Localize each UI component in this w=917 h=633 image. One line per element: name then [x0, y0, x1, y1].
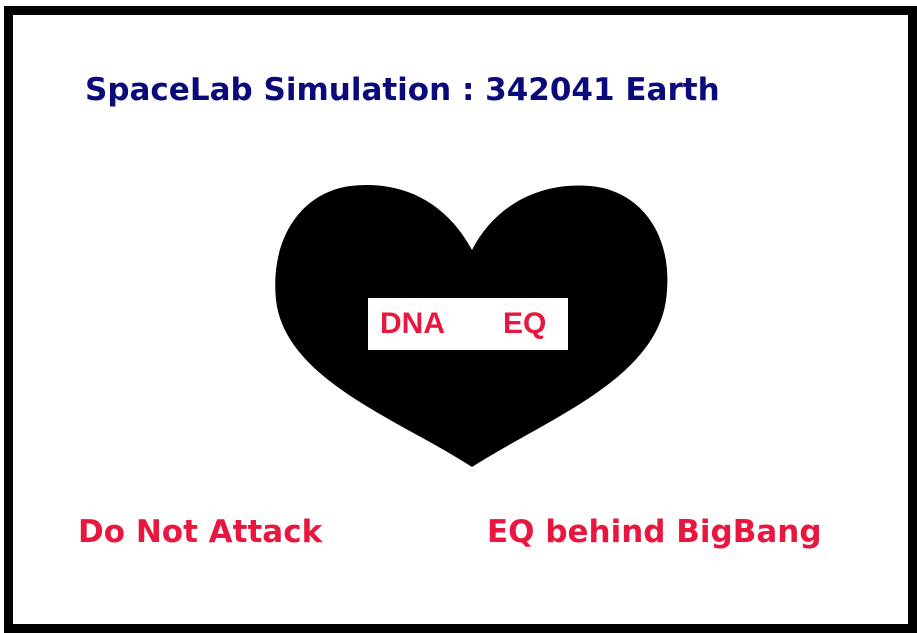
- heart-label: EQ: [503, 307, 547, 340]
- footer-text: Do Not Attack: [78, 514, 323, 550]
- heart-label: DNA: [380, 307, 445, 340]
- label-box: [368, 298, 568, 350]
- footer-text: EQ behind BigBang: [487, 514, 822, 550]
- title: SpaceLab Simulation : 342041 Earth: [85, 72, 720, 108]
